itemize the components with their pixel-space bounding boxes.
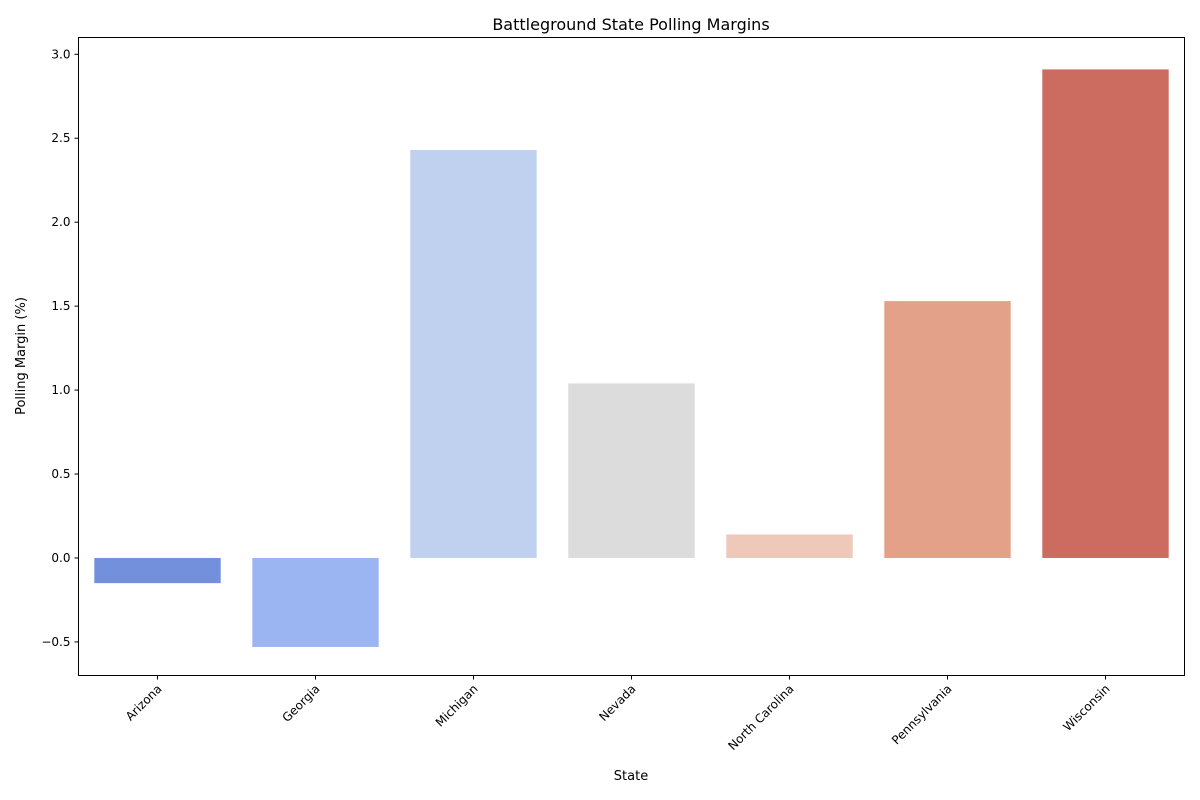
bar-georgia bbox=[252, 557, 379, 647]
chart-title: Battleground State Polling Margins bbox=[492, 15, 769, 34]
bar-michigan bbox=[410, 149, 537, 558]
y-tick-label: −0.5 bbox=[41, 635, 70, 649]
y-axis-ticks: −0.5 0.0 0.5 1.0 1.5 2.0 2.5 3.0 bbox=[41, 47, 79, 649]
x-tick-label: Pennsylvania bbox=[889, 682, 955, 748]
bar-pennsylvania bbox=[884, 301, 1011, 558]
bars bbox=[94, 69, 1169, 647]
x-tick-label: Michigan bbox=[433, 682, 481, 730]
y-tick-label: 1.0 bbox=[51, 383, 70, 397]
bar-arizona bbox=[94, 557, 221, 584]
x-tick-label: North Carolina bbox=[725, 682, 796, 753]
x-tick-label: Nevada bbox=[596, 682, 638, 724]
x-tick-label: Wisconsin bbox=[1060, 682, 1112, 734]
y-tick-label: 0.5 bbox=[51, 467, 70, 481]
x-axis-title: State bbox=[614, 769, 648, 784]
bar-nevada bbox=[568, 383, 695, 558]
bar-wisconsin bbox=[1042, 69, 1169, 558]
x-axis-ticks: Arizona Georgia Michigan Nevada North Caroli… bbox=[123, 675, 1113, 753]
y-tick-label: 0.0 bbox=[51, 551, 70, 565]
y-tick-label: 2.0 bbox=[51, 215, 70, 229]
x-tick-label: Georgia bbox=[279, 682, 322, 725]
x-tick-label: Arizona bbox=[123, 682, 165, 724]
y-tick-label: 3.0 bbox=[51, 47, 70, 61]
y-axis-title: Polling Margin (%) bbox=[14, 297, 29, 415]
y-tick-label: 1.5 bbox=[51, 299, 70, 313]
bar-north-carolina bbox=[726, 534, 853, 558]
plot-frame bbox=[78, 37, 1185, 676]
y-tick-label: 2.5 bbox=[51, 131, 70, 145]
